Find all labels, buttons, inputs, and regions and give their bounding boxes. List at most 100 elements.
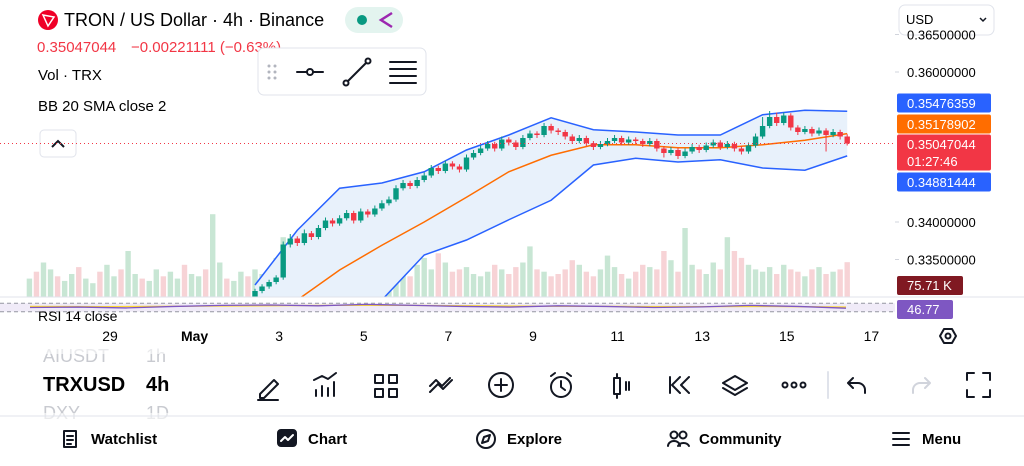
y-tick-label: 0.36000000 <box>907 65 976 80</box>
volume-bar <box>816 267 822 297</box>
draw-tool[interactable] <box>257 379 279 401</box>
drawing-toolbar <box>257 47 427 96</box>
volume-bar <box>181 264 188 297</box>
currency-select[interactable] <box>898 4 995 36</box>
candle-body <box>400 183 406 189</box>
candle-body <box>442 163 449 171</box>
rsi-pane <box>0 302 895 313</box>
price-pane <box>26 109 850 297</box>
volume-bar <box>506 274 512 297</box>
volume-bar <box>174 278 181 297</box>
compare[interactable] <box>429 377 453 393</box>
nav-community[interactable]: Community <box>699 431 782 448</box>
volume-bar <box>520 262 526 297</box>
price-label: 0.35178902 <box>907 117 976 132</box>
horizontal-line-tool[interactable] <box>296 68 324 76</box>
volume-bar <box>703 274 709 297</box>
nav-chart[interactable]: Chart <box>308 431 347 448</box>
undo[interactable] <box>847 377 866 394</box>
fullscreen[interactable] <box>966 372 991 398</box>
candle-body <box>710 142 716 146</box>
dropdown-arrow <box>979 17 987 23</box>
price-change: −0.00221111 (−0.63%) <box>131 39 281 56</box>
volume-bar <box>675 271 681 297</box>
settings-tool[interactable] <box>389 61 417 84</box>
candle-body <box>555 130 561 132</box>
candle-body <box>816 130 822 134</box>
watch-symbol[interactable]: TRXUSD <box>43 374 125 396</box>
x-tick-label: 17 <box>864 328 880 344</box>
volume-bar <box>759 271 766 297</box>
volume-legend: Vol · TRX <box>38 67 102 84</box>
candle-body <box>611 138 618 141</box>
chart-type[interactable] <box>613 373 630 399</box>
candle-body <box>696 147 702 150</box>
layouts[interactable] <box>374 374 398 398</box>
candle-body <box>407 183 413 186</box>
explore-icon <box>476 429 496 449</box>
candle-body <box>618 138 625 143</box>
redo[interactable] <box>912 377 931 394</box>
band-fill <box>255 110 848 297</box>
alert[interactable] <box>550 376 572 398</box>
currency: USD <box>906 12 933 27</box>
volume-bar <box>245 276 251 297</box>
price-label-box <box>897 172 991 192</box>
volume-bar <box>752 269 759 297</box>
candle-body <box>421 175 427 180</box>
chart-settings[interactable] <box>939 328 957 344</box>
add[interactable] <box>488 372 514 398</box>
x-tick-label: 13 <box>694 328 710 344</box>
volume-bar <box>774 274 780 297</box>
candle-body <box>294 238 300 243</box>
volume-bar <box>745 264 752 297</box>
volume-bar <box>809 269 815 297</box>
collapse-icon <box>51 139 65 148</box>
trend-line-tool[interactable] <box>342 57 372 87</box>
candle-body <box>668 150 674 153</box>
replay[interactable] <box>669 376 690 394</box>
volume-bar <box>766 267 773 297</box>
volume-bar <box>210 214 216 297</box>
volume-bar <box>47 269 54 297</box>
candle-body <box>308 233 315 237</box>
volume-bar <box>661 251 667 297</box>
volume-bar <box>40 262 47 297</box>
drag-handle[interactable] <box>267 64 277 80</box>
nav-menu[interactable]: Menu <box>922 431 961 448</box>
candle-body <box>844 136 850 144</box>
watch-interval[interactable]: 4h <box>146 374 169 396</box>
candle-body <box>492 144 498 149</box>
nav-watchlist[interactable]: Watchlist <box>91 431 157 448</box>
candle-body <box>336 218 343 224</box>
price-label: 0.35476359 <box>907 96 976 111</box>
candle-body <box>675 150 681 156</box>
volume-bar <box>527 246 533 297</box>
object-tree[interactable] <box>722 375 748 396</box>
price-label: 0.34881444 <box>907 175 976 190</box>
volume-bar <box>795 271 801 297</box>
candle-body <box>837 132 843 137</box>
volume-bar <box>146 280 152 297</box>
rsi-band <box>0 303 895 312</box>
indicators[interactable] <box>313 372 337 397</box>
candle-body <box>322 220 329 228</box>
candle-body <box>562 132 568 137</box>
volume-bar <box>604 255 611 297</box>
volume-label: 75.71 K <box>907 278 952 293</box>
nav-explore[interactable]: Explore <box>507 431 562 448</box>
volume-bar <box>202 269 209 297</box>
candle-body <box>534 133 540 135</box>
volume-bar <box>597 269 604 297</box>
status-pill[interactable] <box>345 7 403 33</box>
volume-bar <box>710 262 716 297</box>
candle-body <box>351 213 357 221</box>
watchlist-icon <box>63 430 77 448</box>
candle-body <box>520 138 526 147</box>
volume-bar <box>830 271 836 297</box>
collapse-legend[interactable] <box>39 129 77 158</box>
more[interactable] <box>781 381 789 389</box>
candle-body <box>774 117 780 123</box>
volume-bar <box>837 269 843 297</box>
